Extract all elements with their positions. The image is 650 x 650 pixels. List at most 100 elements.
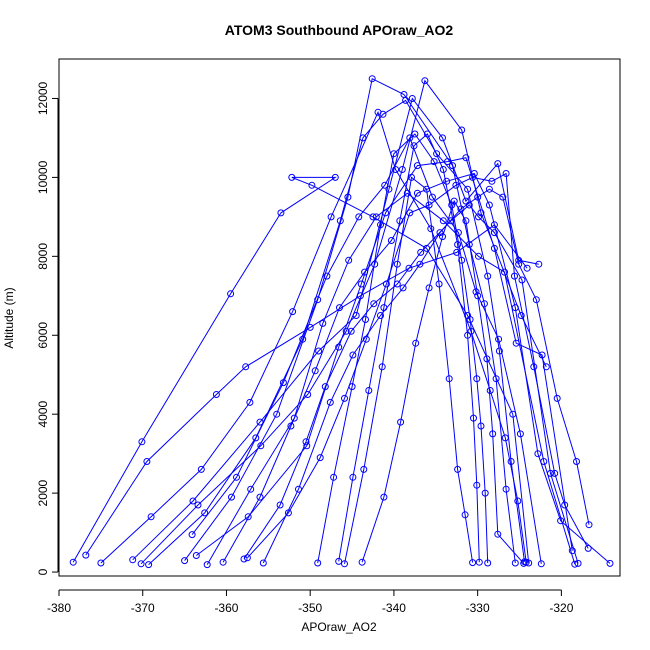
series-17 bbox=[341, 173, 477, 568]
data-point bbox=[137, 560, 145, 568]
data-point bbox=[378, 363, 386, 371]
x-tick-label: -320 bbox=[549, 601, 573, 615]
data-point bbox=[355, 213, 363, 221]
data-point bbox=[319, 319, 327, 327]
data-point bbox=[306, 323, 314, 331]
data-point bbox=[488, 177, 496, 185]
data-point bbox=[244, 513, 252, 521]
data-point bbox=[428, 193, 436, 201]
data-point bbox=[192, 552, 200, 559]
series-layer bbox=[69, 75, 614, 569]
data-point bbox=[295, 485, 302, 493]
data-point bbox=[532, 296, 540, 304]
data-point bbox=[475, 213, 482, 221]
data-point bbox=[345, 256, 353, 264]
data-point bbox=[240, 555, 248, 563]
data-point bbox=[421, 77, 429, 85]
data-point bbox=[445, 375, 453, 383]
data-point bbox=[372, 213, 380, 221]
y-axis-label: Altitude (m) bbox=[2, 287, 16, 348]
data-point bbox=[542, 363, 550, 371]
x-tick-label: -370 bbox=[131, 601, 155, 615]
series-line bbox=[243, 204, 579, 564]
data-point bbox=[433, 150, 441, 158]
data-point bbox=[423, 185, 431, 193]
data-point bbox=[243, 554, 251, 562]
data-point bbox=[490, 229, 498, 237]
data-point bbox=[233, 473, 240, 481]
data-point bbox=[97, 559, 105, 567]
data-point bbox=[495, 335, 503, 343]
data-point bbox=[189, 497, 197, 505]
data-point bbox=[514, 497, 522, 505]
data-point bbox=[147, 513, 155, 521]
data-point bbox=[568, 547, 576, 555]
data-point bbox=[466, 316, 474, 323]
data-point bbox=[517, 312, 525, 319]
data-point bbox=[256, 493, 264, 501]
data-point bbox=[469, 559, 477, 567]
data-point bbox=[439, 233, 446, 241]
series-16 bbox=[335, 130, 483, 566]
data-point bbox=[399, 284, 407, 292]
data-point bbox=[474, 292, 482, 300]
data-point bbox=[573, 458, 580, 465]
data-point bbox=[454, 465, 462, 473]
data-point bbox=[408, 173, 415, 181]
data-point bbox=[380, 493, 388, 501]
series-line bbox=[247, 172, 589, 559]
data-point bbox=[561, 501, 569, 509]
data-point bbox=[335, 343, 343, 351]
data-point bbox=[490, 221, 498, 229]
data-point bbox=[194, 501, 202, 509]
data-point bbox=[228, 493, 235, 501]
data-point bbox=[472, 288, 480, 296]
data-point bbox=[129, 556, 137, 564]
chart-title: ATOM3 Southbound APOraw_AO2 bbox=[225, 22, 454, 38]
data-point bbox=[242, 363, 250, 371]
data-point bbox=[308, 181, 316, 189]
data-point bbox=[323, 272, 331, 280]
data-point bbox=[368, 75, 376, 83]
data-point bbox=[486, 387, 494, 394]
series-line bbox=[338, 133, 480, 563]
x-tick-label: -380 bbox=[47, 601, 71, 615]
data-point bbox=[444, 158, 451, 166]
series-line bbox=[72, 176, 530, 564]
data-point bbox=[387, 237, 395, 244]
data-point bbox=[470, 414, 477, 422]
data-point bbox=[393, 260, 401, 268]
data-point bbox=[452, 181, 460, 189]
series-7 bbox=[181, 75, 519, 567]
data-point bbox=[289, 308, 297, 316]
series-5 bbox=[137, 77, 550, 568]
data-point bbox=[69, 558, 77, 566]
data-point bbox=[538, 351, 546, 359]
plot-frame bbox=[58, 58, 621, 577]
data-point bbox=[547, 469, 554, 477]
data-point bbox=[277, 209, 285, 217]
data-point bbox=[303, 442, 311, 450]
data-point bbox=[321, 383, 329, 391]
data-point bbox=[520, 559, 528, 567]
data-point bbox=[462, 197, 470, 205]
data-point bbox=[143, 458, 151, 465]
data-point bbox=[490, 244, 498, 252]
data-point bbox=[461, 511, 469, 519]
data-point bbox=[347, 327, 355, 335]
data-point bbox=[458, 126, 466, 134]
data-point bbox=[380, 304, 388, 312]
data-point bbox=[464, 331, 472, 339]
x-tick-label: -330 bbox=[466, 601, 490, 615]
data-point bbox=[357, 280, 365, 288]
data-point bbox=[425, 284, 433, 292]
data-point bbox=[287, 422, 295, 430]
series-8 bbox=[188, 134, 545, 568]
data-point bbox=[326, 398, 334, 406]
data-point bbox=[246, 398, 254, 406]
data-point bbox=[502, 485, 510, 493]
series-line bbox=[317, 133, 489, 564]
data-point bbox=[408, 95, 416, 102]
data-point bbox=[551, 469, 559, 477]
data-point bbox=[358, 558, 366, 566]
